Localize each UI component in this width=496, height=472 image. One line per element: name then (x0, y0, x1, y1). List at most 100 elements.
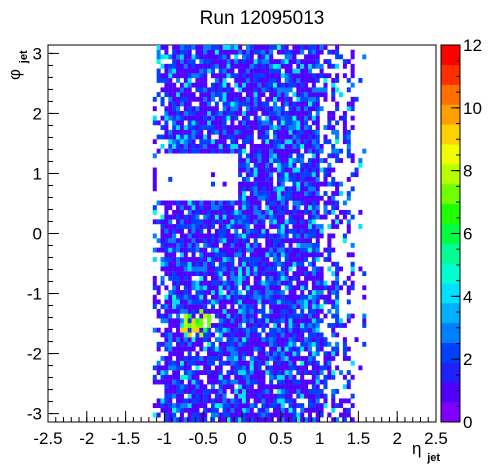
heatmap-bin (210, 238, 215, 244)
heatmap-bin (276, 360, 281, 366)
heatmap-bin (311, 191, 316, 196)
heatmap-bin (253, 341, 258, 347)
heatmap-bin (195, 266, 200, 272)
heatmap-bin (284, 200, 289, 206)
heatmap-bin (311, 96, 316, 102)
heatmap-bin (261, 407, 266, 413)
heatmap-bin (261, 49, 266, 55)
heatmap-bin (210, 403, 215, 409)
heatmap-bin (300, 356, 305, 361)
heatmap-bin (245, 327, 250, 333)
heatmap-bin (273, 63, 278, 69)
heatmap-bin (253, 257, 258, 262)
heatmap-bin (203, 209, 208, 215)
heatmap-bin (199, 304, 204, 310)
heatmap-bin (284, 77, 289, 83)
heatmap-bin (242, 257, 247, 262)
heatmap-bin (203, 308, 208, 314)
heatmap-bin (245, 153, 250, 159)
heatmap-bin (284, 275, 289, 281)
heatmap-bin (187, 129, 192, 135)
heatmap-bin (187, 73, 192, 79)
heatmap-bin (222, 323, 227, 328)
heatmap-bin (226, 54, 231, 60)
heatmap-bin (300, 261, 305, 267)
heatmap-bin (296, 238, 301, 244)
heatmap-bin (284, 356, 289, 361)
heatmap-bin (207, 327, 212, 333)
heatmap-bin (292, 389, 297, 394)
heatmap-bin (276, 299, 281, 305)
heatmap-bin (234, 327, 239, 333)
heatmap-bin (339, 403, 344, 409)
heatmap-bin (222, 181, 227, 187)
heatmap-bin (210, 285, 215, 291)
heatmap-bin (273, 398, 278, 404)
heatmap-bin (288, 285, 293, 291)
heatmap-bin (300, 228, 305, 234)
heatmap-bin (315, 191, 320, 196)
heatmap-bin (164, 73, 169, 79)
heatmap-bin (238, 271, 243, 277)
heatmap-bin (156, 370, 161, 376)
heatmap-bin (203, 106, 208, 112)
heatmap-bin (261, 228, 266, 234)
heatmap-bin (195, 393, 200, 399)
heatmap-bin (183, 54, 188, 60)
heatmap-bin (176, 360, 181, 366)
heatmap-bin (296, 417, 301, 423)
heatmap-bin (276, 172, 281, 178)
heatmap-bin (214, 143, 219, 149)
heatmap-bin (152, 96, 157, 102)
x-tick-label: -0.5 (189, 429, 218, 448)
heatmap-bin (327, 299, 332, 305)
heatmap-bin (273, 318, 278, 324)
heatmap-bin (265, 351, 270, 357)
heatmap-bin (191, 73, 196, 79)
heatmap-bin (311, 275, 316, 281)
heatmap-bin (249, 101, 254, 107)
heatmap-bin (176, 384, 181, 390)
heatmap-bin (331, 153, 336, 159)
heatmap-bin (273, 59, 278, 64)
color-scale-label: 2 (463, 350, 472, 369)
heatmap-bin (307, 238, 312, 244)
heatmap-bin (214, 59, 219, 64)
heatmap-bin (331, 351, 336, 357)
heatmap-bin (238, 148, 243, 154)
heatmap-bin (249, 186, 254, 192)
heatmap-bin (214, 247, 219, 253)
heatmap-bin (307, 403, 312, 409)
heatmap-bin (335, 186, 340, 192)
heatmap-bin (245, 129, 250, 135)
heatmap-bin (311, 261, 316, 267)
heatmap-bin (179, 63, 184, 69)
heatmap-bin (199, 271, 204, 277)
heatmap-bin (168, 63, 173, 69)
heatmap-bin (296, 73, 301, 79)
heatmap-bin (242, 129, 247, 135)
heatmap-bin (160, 45, 165, 50)
heatmap-bin (226, 323, 231, 328)
heatmap-bin (292, 308, 297, 314)
heatmap-bin (168, 374, 173, 380)
heatmap-bin (242, 195, 247, 201)
heatmap-bin (350, 271, 355, 277)
heatmap-bin (327, 167, 332, 173)
heatmap-bin (304, 63, 309, 69)
heatmap-bin (280, 346, 285, 352)
heatmap-bin (214, 205, 219, 211)
heatmap-bin (222, 63, 227, 69)
heatmap-bin (168, 275, 173, 281)
heatmap-bin (265, 261, 270, 267)
heatmap-bin (323, 356, 328, 361)
heatmap-bin (296, 228, 301, 234)
heatmap-bin (214, 365, 219, 371)
heatmap-bin (207, 370, 212, 376)
heatmap-bin (164, 308, 169, 314)
heatmap-bin (245, 332, 250, 338)
heatmap-bin (311, 308, 316, 314)
heatmap-bin (339, 181, 344, 187)
heatmap-bin (319, 290, 324, 295)
heatmap-bin (311, 323, 316, 328)
